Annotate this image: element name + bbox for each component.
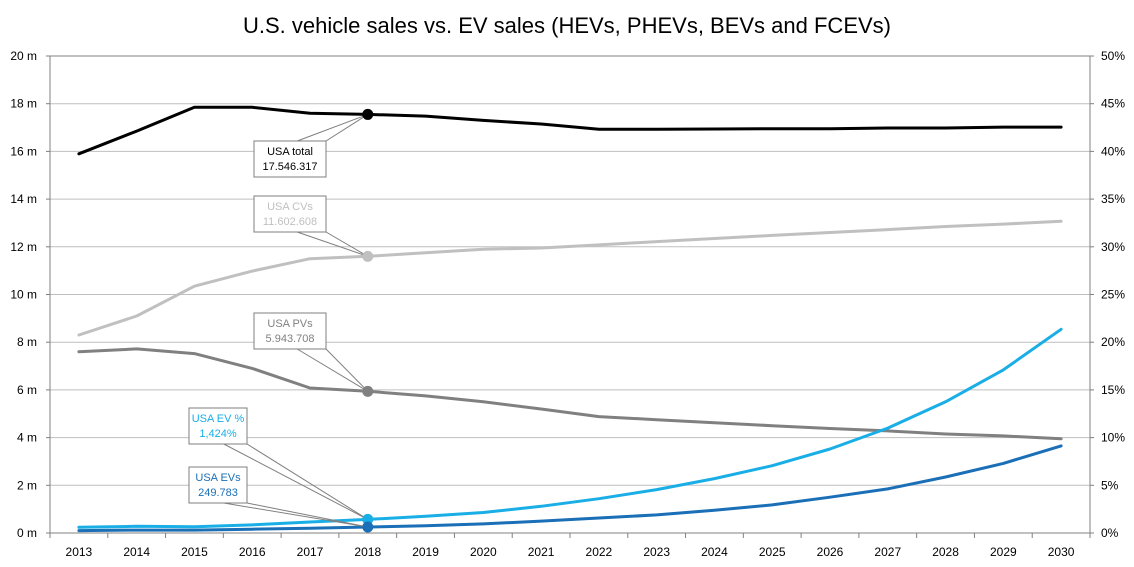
series-line-usa-pvs [77,347,1063,441]
annotation-value-usa-evs: 249.783 [198,487,238,499]
x-tick-label: 2018 [354,545,381,559]
annotation-label-usa-ev: USA EV % [192,413,245,425]
y-left-tick-label: 0 m [17,526,37,540]
x-tick-label: 2016 [239,545,266,559]
x-tick-label: 2025 [759,545,786,559]
x-tick-label: 2027 [874,545,901,559]
y-left-tick-label: 8 m [17,335,37,349]
x-tick-label: 2020 [470,545,497,559]
x-tick-label: 2023 [643,545,670,559]
y-right-tick-label: 50% [1101,49,1125,63]
y-right-tick-label: 0% [1101,526,1119,540]
marker-layer [362,108,374,533]
series-line-usa-cvs [77,219,1063,337]
y-left-tick-label: 18 m [10,97,37,111]
annotation-value-usa-pvs: 5.943.708 [266,333,315,345]
y-left-tick-label: 16 m [10,144,37,158]
y-right-tick-label: 10% [1101,431,1125,445]
y-right-tick-label: 20% [1101,335,1125,349]
annotation-leader-usa-total [325,114,369,142]
annotation-box-usa-cvs [253,195,327,233]
x-tick-label: 2019 [412,545,439,559]
annotation-label-usa-cvs: USA CVs [267,201,313,213]
y-left-tick-label: 10 m [10,288,37,302]
x-tick-label: 2017 [297,545,324,559]
y-right-tick-label: 45% [1101,97,1125,111]
annotation-leader-usa-cvs [325,231,369,257]
axis-layer: 0 m 0% 2 m 5% 4 m 10% 6 m 15% 8 m 20% 10 m 25% 12 m 3… [10,49,1125,559]
y-right-tick-label: 30% [1101,240,1125,254]
series-line-usa-ev [77,327,1063,529]
annotation-leader-usa-pvs [325,348,369,392]
annotation-box-usa-total [253,140,327,178]
x-tick-label: 2021 [528,545,555,559]
x-tick-label: 2024 [701,545,728,559]
x-tick-label: 2028 [932,545,959,559]
annotation-leader-usa-cvs [297,231,368,257]
series-line-usa-evs [77,444,1063,533]
marker-usa-pvs [362,385,374,397]
y-right-tick-label: 15% [1101,383,1125,397]
y-right-tick-label: 35% [1101,192,1125,206]
annotation-box-usa-ev [188,407,248,445]
annotation-label-usa-pvs: USA PVs [267,318,313,330]
annotation-leader-usa-ev [246,443,369,520]
y-right-tick-label: 40% [1101,144,1125,158]
annotation-box-usa-pvs [253,312,327,350]
x-tick-label: 2013 [66,545,93,559]
annotation-value-usa-ev: 1,424% [199,428,237,440]
annotation-leader-usa-pvs [296,348,369,392]
annotation-box-usa-evs [188,466,248,504]
x-tick-label: 2030 [1048,545,1075,559]
y-left-tick-label: 4 m [17,431,37,445]
y-left-tick-label: 14 m [10,192,37,206]
annotation-leader-usa-evs [223,502,368,528]
y-left-tick-label: 2 m [17,478,37,492]
annotation-leader-layer [223,113,369,528]
chart-title: U.S. vehicle sales vs. EV sales (HEVs, P… [243,13,891,38]
series-line-usa-total [77,105,1063,156]
y-right-tick-label: 5% [1101,478,1119,492]
annotation-layer: USA total 17.546.317 USA CVs 11.602.608 USA … [188,140,327,504]
annotation-label-usa-evs: USA EVs [195,472,241,484]
x-tick-label: 2014 [123,545,150,559]
marker-usa-cvs [362,250,374,262]
annotation-value-usa-total: 17.546.317 [262,161,317,173]
y-left-tick-label: 6 m [17,383,37,397]
annotation-value-usa-cvs: 11.602.608 [263,216,317,228]
annotation-leader-usa-total [297,113,368,142]
annotation-label-usa-total: USA total [267,146,313,158]
y-right-tick-label: 25% [1101,288,1125,302]
x-tick-label: 2029 [990,545,1017,559]
annotation-leader-usa-ev [223,443,369,520]
y-left-tick-label: 20 m [10,49,37,63]
y-left-tick-label: 12 m [10,240,37,254]
marker-usa-total [362,108,374,120]
x-tick-label: 2022 [586,545,613,559]
annotation-leader-usa-evs [246,502,368,528]
marker-usa-evs [362,521,374,533]
series-layer [77,105,1063,533]
x-tick-label: 2015 [181,545,208,559]
x-tick-label: 2026 [817,545,844,559]
